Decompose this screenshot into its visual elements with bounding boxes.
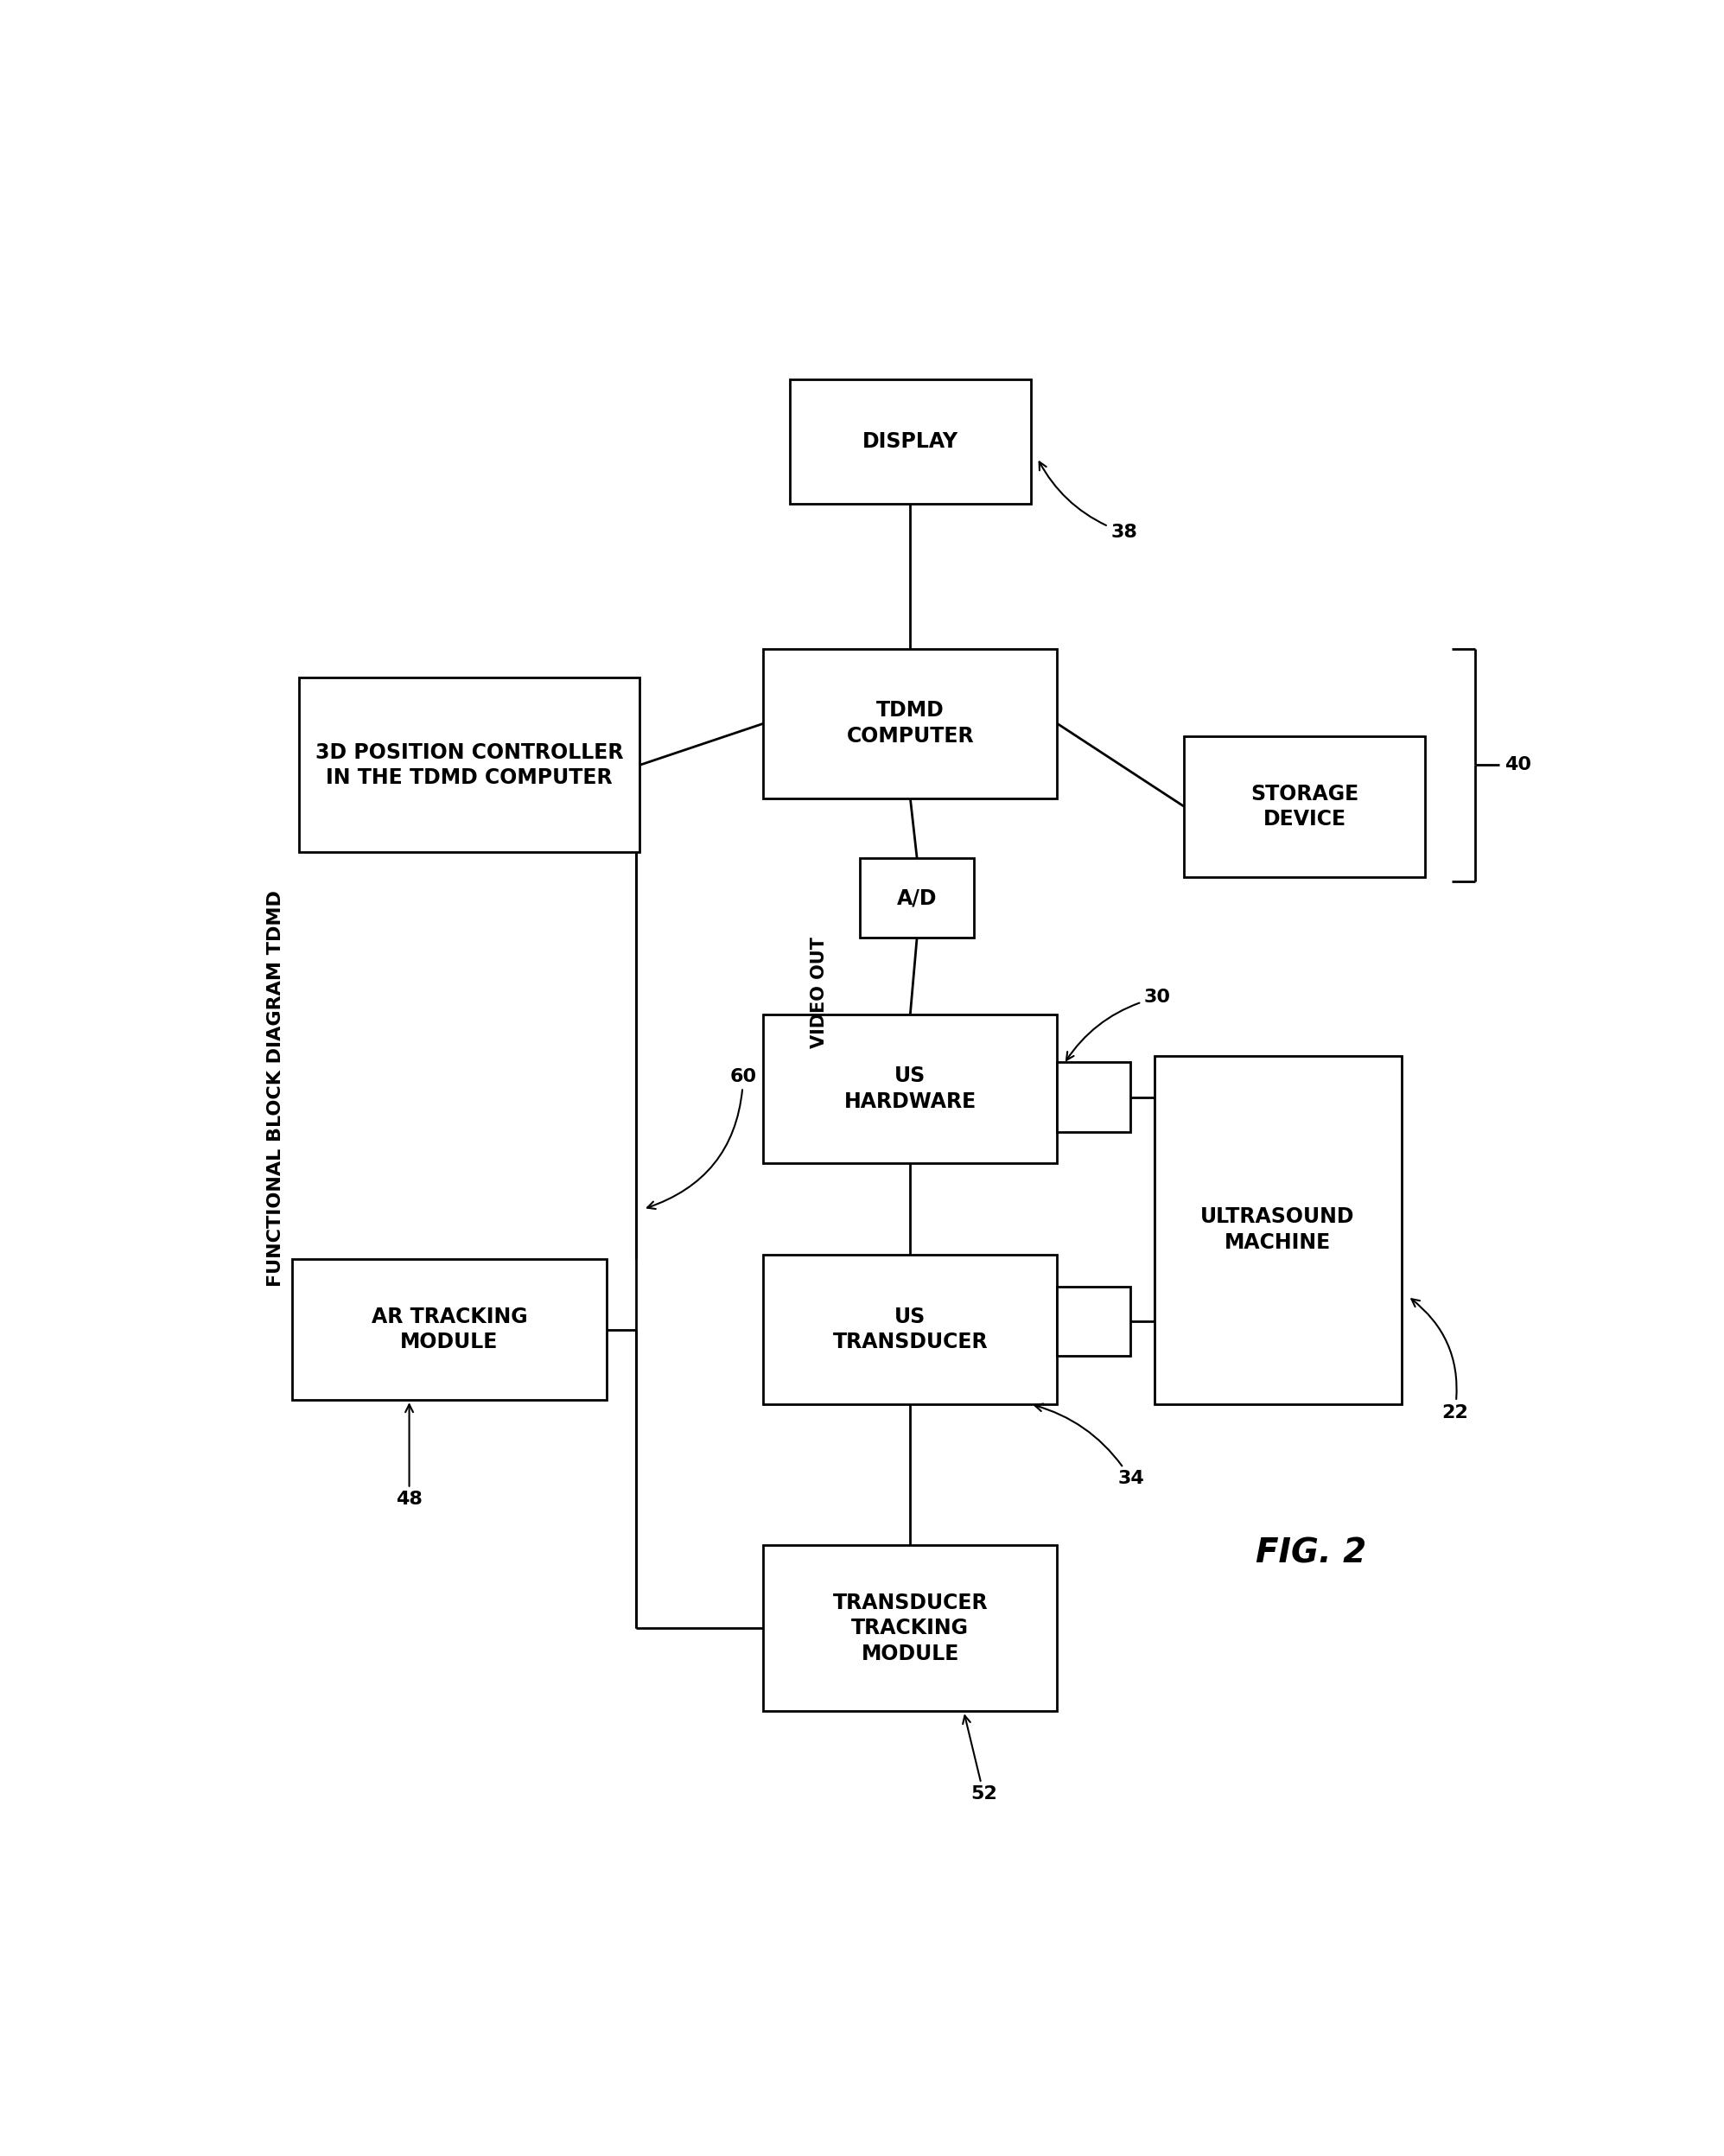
- Text: VIDEO OUT: VIDEO OUT: [810, 938, 828, 1048]
- Text: 60: 60: [646, 1067, 757, 1210]
- Text: 40: 40: [1505, 757, 1531, 774]
- Bar: [1057, 1063, 1131, 1132]
- Text: DISPLAY: DISPLAY: [862, 431, 959, 453]
- Text: 48: 48: [397, 1404, 422, 1509]
- Text: FIG. 2: FIG. 2: [1255, 1537, 1367, 1570]
- Text: US
TRANSDUCER: US TRANSDUCER: [833, 1307, 988, 1352]
- Bar: [790, 379, 1031, 505]
- Text: 38: 38: [1040, 461, 1138, 541]
- Text: ULTRASOUND
MACHINE: ULTRASOUND MACHINE: [1200, 1207, 1355, 1253]
- Text: 22: 22: [1412, 1300, 1469, 1421]
- Bar: [764, 1255, 1057, 1404]
- Bar: [298, 677, 640, 852]
- Text: TDMD
COMPUTER: TDMD COMPUTER: [846, 701, 974, 746]
- Bar: [764, 1013, 1057, 1164]
- Bar: [860, 858, 974, 938]
- Bar: [764, 649, 1057, 798]
- Text: US
HARDWARE: US HARDWARE: [845, 1065, 976, 1112]
- Text: A/D: A/D: [896, 888, 938, 908]
- Text: 34: 34: [1034, 1404, 1145, 1488]
- Bar: [1057, 1287, 1131, 1356]
- Text: STORAGE
DEVICE: STORAGE DEVICE: [1250, 783, 1359, 830]
- Bar: [1184, 735, 1424, 877]
- Text: 52: 52: [962, 1716, 996, 1802]
- Text: FUNCTIONAL BLOCK DIAGRAM TDMD: FUNCTIONAL BLOCK DIAGRAM TDMD: [267, 890, 284, 1287]
- Text: 3D POSITION CONTROLLER
IN THE TDMD COMPUTER: 3D POSITION CONTROLLER IN THE TDMD COMPU…: [315, 742, 624, 789]
- Bar: [293, 1259, 607, 1399]
- Bar: [1153, 1056, 1402, 1404]
- Text: TRANSDUCER
TRACKING
MODULE: TRANSDUCER TRACKING MODULE: [833, 1593, 988, 1664]
- Bar: [764, 1546, 1057, 1712]
- Text: 30: 30: [1067, 990, 1171, 1061]
- Text: AR TRACKING
MODULE: AR TRACKING MODULE: [371, 1307, 528, 1352]
